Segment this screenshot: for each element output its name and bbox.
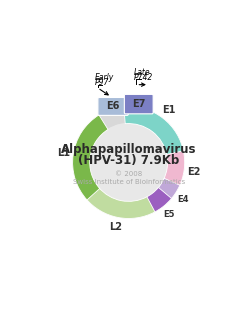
Wedge shape [156, 178, 179, 201]
Text: E4: E4 [177, 195, 188, 204]
Wedge shape [145, 187, 171, 213]
Wedge shape [86, 187, 154, 219]
Text: E5: E5 [163, 210, 174, 219]
Text: Swiss Institute of Bioinformatics: Swiss Institute of Bioinformatics [72, 179, 184, 185]
Text: L2: L2 [109, 222, 122, 232]
Text: Late: Late [133, 68, 149, 78]
Text: E7: E7 [132, 99, 145, 109]
Wedge shape [72, 115, 108, 200]
Text: P97: P97 [94, 78, 108, 87]
Text: Early: Early [94, 73, 113, 82]
Wedge shape [123, 106, 183, 156]
Text: Alphapapillomavirus: Alphapapillomavirus [61, 143, 196, 156]
Text: P742: P742 [133, 73, 152, 82]
Text: (HPV-31) 7.9Kb: (HPV-31) 7.9Kb [78, 154, 178, 167]
FancyBboxPatch shape [98, 97, 128, 115]
Text: E6: E6 [106, 101, 119, 111]
Text: E2: E2 [187, 167, 200, 177]
Wedge shape [72, 106, 184, 219]
Text: © 2008: © 2008 [114, 171, 142, 177]
Circle shape [90, 123, 167, 201]
Text: E1: E1 [161, 105, 174, 115]
Text: L1: L1 [56, 148, 69, 158]
Wedge shape [162, 151, 184, 189]
FancyBboxPatch shape [124, 95, 152, 114]
